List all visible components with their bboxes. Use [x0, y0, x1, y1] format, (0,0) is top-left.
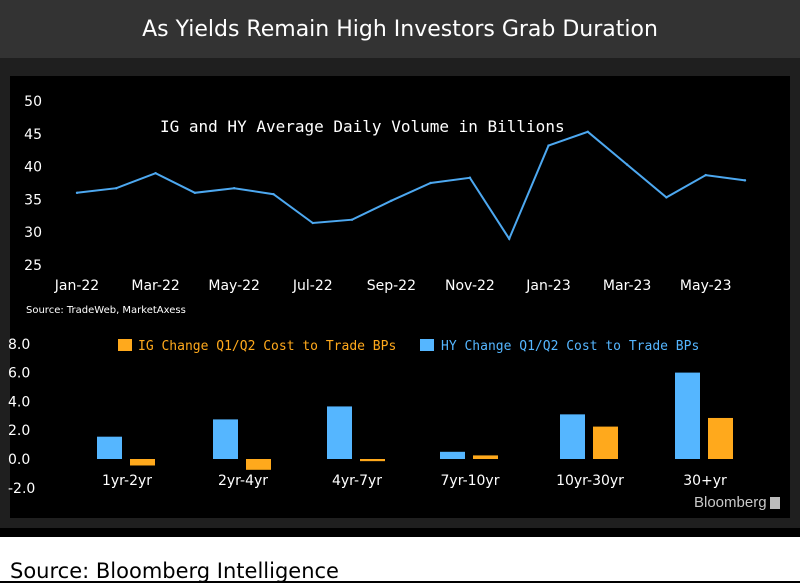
bar-legend: IG Change Q1/Q2 Cost to Trade BPs HY Cha…: [118, 339, 699, 354]
line-y-tick-label: 35: [24, 192, 42, 208]
line-x-tick-label: Jan-23: [525, 278, 570, 294]
line-x-tick-label: Mar-22: [131, 278, 179, 294]
legend-label-hy: HY Change Q1/Q2 Cost to Trade BPs: [441, 339, 699, 354]
line-x-tick-label: Nov-22: [445, 278, 495, 294]
footer: Source: Bloomberg Intelligence: [0, 537, 800, 583]
bar-chart: IG Change Q1/Q2 Cost to Trade BPs HY Cha…: [8, 337, 733, 497]
bar-y-tick-label: 6.0: [8, 366, 30, 382]
bar-ig-30+yr: [708, 417, 733, 459]
line-source-note: Source: TradeWeb, MarketAxess: [26, 305, 186, 316]
line-data-point: [429, 181, 432, 185]
line-data-point: [625, 163, 629, 166]
bar-hy-4yr-7yr: [327, 406, 352, 459]
bar-category-label: 30+yr: [683, 473, 727, 489]
bar-y-tick-label: 0.0: [8, 452, 30, 468]
line-x-tick-label: Sep-22: [367, 278, 416, 294]
bar-ig-4yr-7yr: [360, 459, 385, 462]
bar-y-tick-label: 8.0: [8, 337, 30, 353]
bar-category-label: 1yr-2yr: [102, 473, 152, 489]
volume-series-line: [76, 130, 746, 241]
line-x-tick-label: Jan-22: [54, 278, 99, 294]
bar-category-label: 7yr-10yr: [441, 473, 500, 489]
bar-hy-30+yr: [675, 372, 700, 459]
line-data-point: [232, 187, 236, 190]
bloomberg-logo-icon: [770, 497, 780, 509]
line-data-point: [665, 196, 668, 199]
volume-series-points: [75, 130, 747, 240]
headline: As Yields Remain High Investors Grab Dur…: [142, 16, 658, 42]
bar-ig-2yr-4yr: [246, 459, 271, 470]
line-data-point: [350, 218, 354, 221]
line-data-point: [193, 191, 197, 195]
bar-hy-10yr-30yr: [560, 414, 585, 459]
legend-label-ig: IG Change Q1/Q2 Cost to Trade BPs: [138, 339, 396, 354]
bar-category-label: 2yr-4yr: [218, 473, 268, 489]
bar-y-tick-label: 4.0: [8, 394, 30, 410]
bar-hy-1yr-2yr: [97, 436, 122, 459]
line-y-tick-label: 30: [24, 225, 42, 241]
bar-category-label: 10yr-30yr: [556, 473, 624, 489]
source-caption: Source: Bloomberg Intelligence: [10, 559, 339, 583]
chart-header: As Yields Remain High Investors Grab Dur…: [0, 0, 800, 58]
line-x-tick-label: Mar-23: [603, 278, 651, 294]
bar-ig-10yr-30yr: [593, 426, 618, 459]
line-x-tick-label: May-22: [208, 278, 260, 294]
line-data-point: [272, 192, 275, 196]
line-data-point: [547, 144, 550, 147]
chart-frame: [10, 76, 790, 518]
line-y-axis: 50 45 40 35 30 25: [24, 94, 42, 274]
bar-ig-1yr-2yr: [130, 459, 155, 466]
bar-x-axis: 1yr-2yr 2yr-4yr 4yr-7yr 7yr-10yr 10yr-30yr 30…: [102, 473, 727, 489]
line-data-point: [586, 130, 590, 134]
line-data-point: [154, 171, 157, 175]
line-data-point: [390, 199, 393, 202]
line-x-axis: Jan-22 Mar-22 May-22 Jul-22 Sep-22 Nov-22 Jan-…: [54, 278, 732, 294]
line-y-tick-label: 25: [24, 258, 42, 274]
bar-hy-2yr-4yr: [213, 419, 238, 459]
line-x-tick-label: Jul-22: [292, 278, 333, 294]
line-y-tick-label: 45: [24, 127, 42, 143]
line-data-point: [311, 221, 314, 225]
line-data-point: [508, 237, 511, 240]
legend-swatch-hy: [420, 339, 434, 351]
line-data-point: [115, 187, 118, 190]
line-data-point: [704, 173, 707, 177]
bar-series: [97, 372, 733, 470]
bar-category-label: 4yr-7yr: [332, 473, 382, 489]
bar-ig-7yr-10yr: [473, 455, 498, 459]
line-chart: IG and HY Average Daily Volume in Billio…: [24, 94, 747, 316]
bar-hy-7yr-10yr: [440, 451, 465, 459]
bar-y-axis: 8.0 6.0 4.0 2.0 0.0 -2.0: [8, 337, 35, 497]
line-y-tick-label: 40: [24, 160, 42, 176]
bar-y-tick-label: 2.0: [8, 423, 30, 439]
line-data-point: [743, 179, 747, 182]
line-data-point: [468, 176, 472, 179]
bloomberg-watermark: Bloomberg: [694, 494, 767, 511]
line-chart-title: IG and HY Average Daily Volume in Billio…: [160, 117, 565, 136]
line-y-tick-label: 50: [24, 94, 42, 110]
legend-swatch-ig: [118, 339, 132, 351]
line-x-tick-label: May-23: [680, 278, 732, 294]
bar-y-tick-label: -2.0: [8, 481, 35, 497]
line-data-point: [75, 191, 79, 195]
